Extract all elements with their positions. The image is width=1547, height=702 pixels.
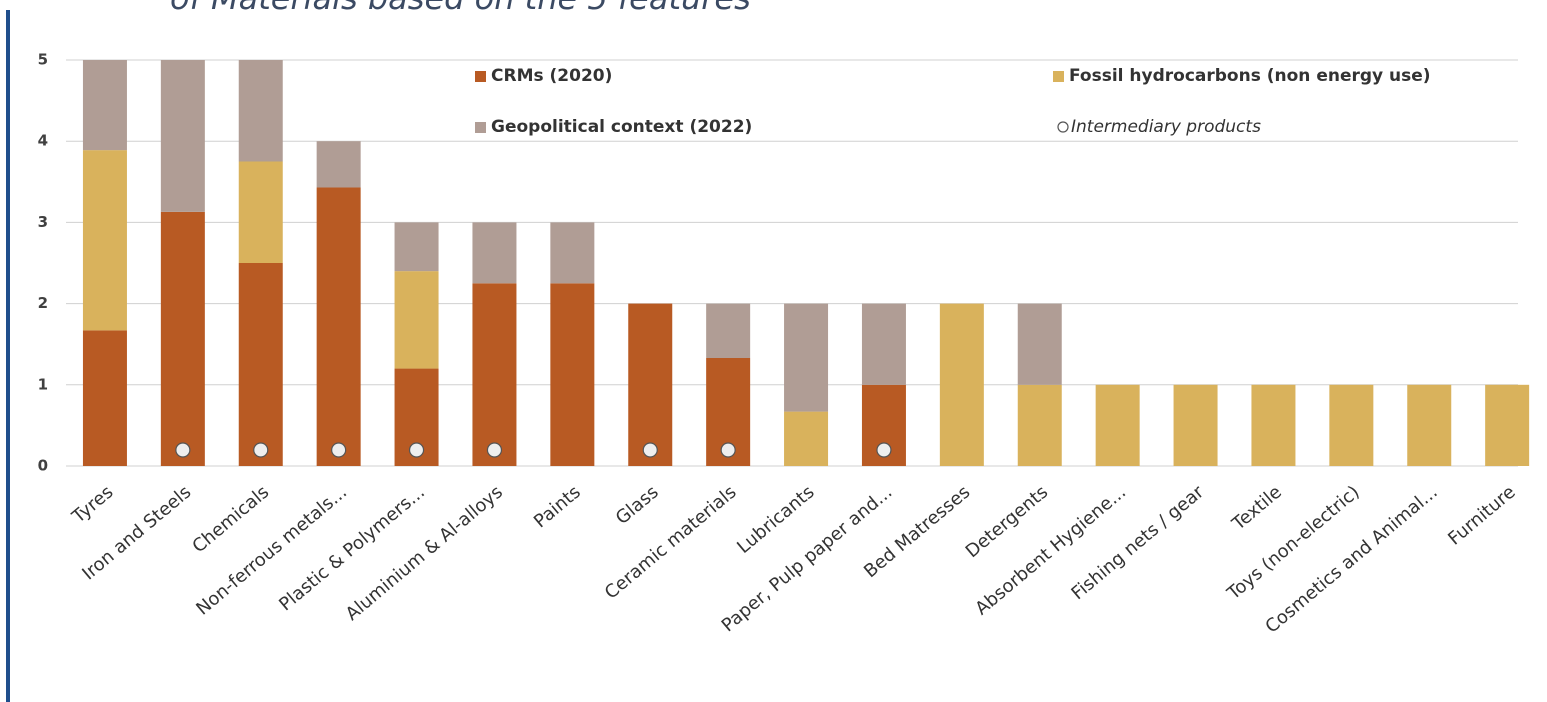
bar-segment [1407,384,1452,466]
y-tick-label: 5 [38,51,48,69]
bar-segment [1017,384,1062,466]
bar-segment [1329,384,1374,466]
y-tick-label: 4 [38,132,48,150]
legend-swatch [1053,71,1064,82]
bar-segment [82,330,127,466]
legend-swatch [475,122,486,133]
bar-segment [316,187,361,466]
bar-segment [706,303,751,359]
legend-label: CRMs (2020) [491,66,612,86]
bar-segment [550,283,595,466]
bar-segment [238,60,283,162]
y-tick-label: 3 [38,213,48,231]
bar-segment [1095,384,1140,466]
chart-title: of Materials based on the 5 features [170,0,751,17]
bar-segment [238,161,283,263]
legend-marker [1057,121,1069,133]
y-tick-label: 2 [38,294,48,312]
bar-segment [939,303,984,466]
intermediary-marker [253,442,269,458]
bar-segment [1017,303,1062,385]
intermediary-marker [408,442,425,458]
bar-segment [861,303,906,385]
bar-segment [238,263,283,466]
bar-segment [1251,384,1296,466]
y-tick-label: 1 [38,375,48,393]
bar-segment [394,271,439,369]
intermediary-marker [486,442,503,458]
intermediary-marker [331,442,347,458]
bar-segment [784,411,829,466]
legend-label: Intermediary products [1071,117,1261,137]
intermediary-marker [642,442,658,458]
frame-border [6,10,10,702]
bar-segment [472,222,517,284]
bar-segment [160,60,205,212]
bar-segment [82,150,127,331]
legend-label: Geopolitical context (2022) [491,117,752,137]
legend-swatch [475,71,486,82]
intermediary-marker [175,442,191,458]
bar-segment [160,211,205,466]
bar-segment [628,303,673,466]
intermediary-marker [720,442,736,458]
bar-segment [784,303,829,412]
bar-segment [550,222,595,284]
bar-segment [82,60,127,151]
bar-segment [316,141,361,188]
y-tick-label: 0 [38,457,48,475]
legend-label: Fossil hydrocarbons (non energy use) [1069,66,1431,86]
intermediary-marker [876,442,892,458]
bar-segment [1485,384,1530,466]
bar-segment [472,283,517,466]
bar-segment [1173,384,1218,466]
bar-segment [394,222,439,272]
